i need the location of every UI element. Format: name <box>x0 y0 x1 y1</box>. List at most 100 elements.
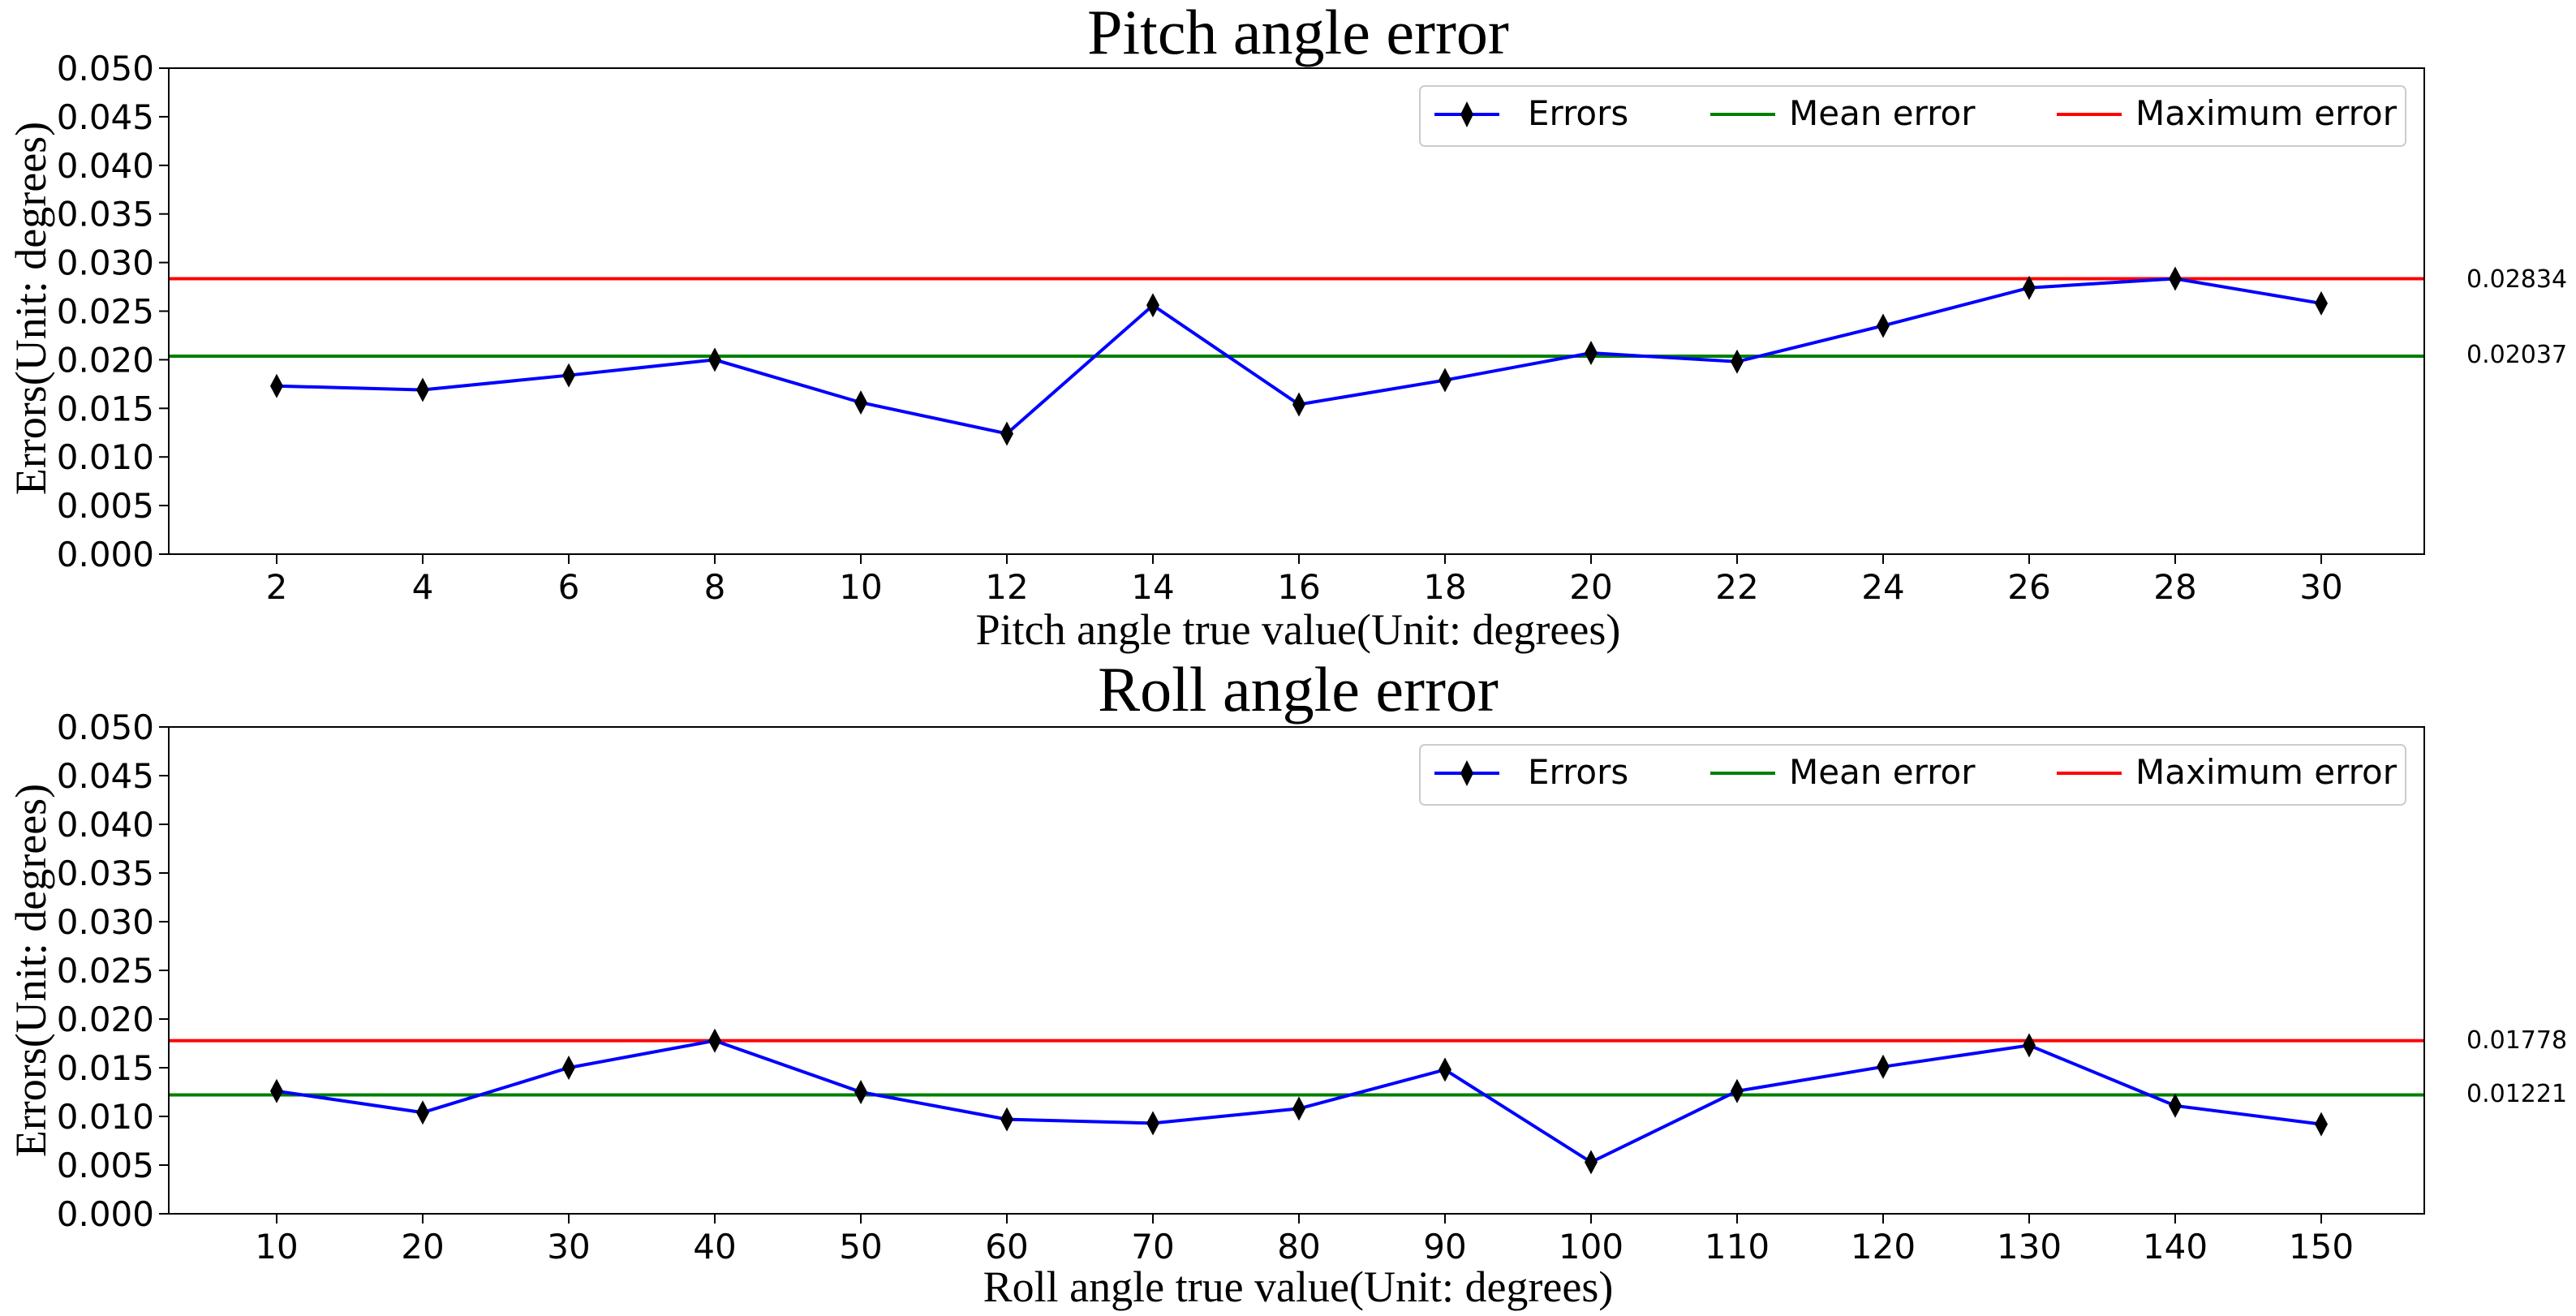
pitch-y-tick-label: 0.000 <box>57 535 154 574</box>
roll-y-tick-label: 0.030 <box>57 902 154 942</box>
pitch-x-tick-label: 8 <box>704 567 726 607</box>
roll-error-point <box>1731 1078 1744 1103</box>
roll-x-tick-label: 40 <box>693 1227 736 1267</box>
pitch-x-tick-label: 22 <box>1715 567 1758 607</box>
pitch-x-tick-label: 14 <box>1131 567 1174 607</box>
roll-error-point <box>1877 1054 1890 1079</box>
roll-x-tick-label: 80 <box>1277 1227 1320 1267</box>
roll-x-tick-label: 90 <box>1423 1227 1466 1267</box>
roll-x-tick-label: 110 <box>1705 1227 1770 1267</box>
pitch-y-tick-label: 0.020 <box>57 340 154 380</box>
pitch-error-point <box>1585 341 1598 366</box>
pitch-plot-area <box>169 266 2424 446</box>
roll-error-point <box>708 1028 721 1053</box>
pitch-mean-annotation: 0.02037 <box>2466 341 2567 369</box>
roll-y-tick-label: 0.050 <box>57 707 154 747</box>
roll-legend-mean-label: Mean error <box>1789 752 1976 792</box>
pitch-error-point <box>416 377 429 402</box>
pitch-x-tick-label: 20 <box>1569 567 1612 607</box>
roll-y-tick-label: 0.025 <box>57 951 154 991</box>
roll-y-tick-label: 0.040 <box>57 805 154 845</box>
pitch-y-tick-label: 0.015 <box>57 389 154 428</box>
pitch-error-point <box>2023 275 2036 300</box>
roll-x-tick-label: 150 <box>2289 1227 2354 1267</box>
pitch-y-tick-label: 0.035 <box>57 195 154 234</box>
roll-x-tick-label: 30 <box>547 1227 590 1267</box>
roll-error-point <box>1585 1150 1598 1175</box>
pitch-x-axis-label: Pitch angle true value(Unit: degrees) <box>976 605 1621 654</box>
pitch-error-point <box>1292 392 1305 417</box>
pitch-error-point <box>562 363 575 388</box>
roll-x-tick-label: 20 <box>401 1227 444 1267</box>
roll-x-tick-label: 60 <box>985 1227 1028 1267</box>
pitch-y-tick-label: 0.010 <box>57 437 154 477</box>
pitch-y-ticks: 0.000 0.005 0.010 0.015 0.020 0.025 0.030 0.035… <box>57 49 169 574</box>
roll-y-tick-label: 0.035 <box>57 854 154 893</box>
roll-x-tick-label: 120 <box>1851 1227 1916 1267</box>
roll-error-point <box>416 1100 429 1125</box>
roll-y-tick-label: 0.020 <box>57 1000 154 1039</box>
roll-error-point <box>2169 1093 2182 1118</box>
pitch-chart-title: Pitch angle error <box>1087 0 1509 67</box>
pitch-x-ticks: 2 4 6 8 10 12 14 16 18 20 22 24 26 28 30 <box>266 554 2343 607</box>
roll-error-point <box>1146 1111 1159 1136</box>
roll-max-annotation: 0.01778 <box>2466 1026 2567 1055</box>
pitch-y-tick-label: 0.045 <box>57 97 154 137</box>
pitch-x-tick-label: 24 <box>1861 567 1904 607</box>
roll-plot-area <box>169 1028 2424 1175</box>
roll-x-tick-label: 140 <box>2143 1227 2208 1267</box>
roll-x-tick-label: 100 <box>1559 1227 1623 1267</box>
roll-chart: Roll angle error Errors(Unit: degrees) R… <box>6 654 2567 1311</box>
roll-x-tick-label: 50 <box>839 1227 882 1267</box>
roll-y-tick-label: 0.015 <box>57 1048 154 1088</box>
pitch-max-annotation: 0.02834 <box>2466 265 2567 294</box>
pitch-error-point <box>1731 349 1744 374</box>
roll-y-ticks: 0.000 0.005 0.010 0.015 0.020 0.025 0.030 0.035… <box>57 707 169 1234</box>
pitch-y-tick-label: 0.050 <box>57 49 154 88</box>
pitch-x-tick-label: 26 <box>2007 567 2050 607</box>
roll-y-tick-label: 0.010 <box>57 1097 154 1137</box>
pitch-error-point <box>1439 368 1451 393</box>
roll-mean-annotation: 0.01221 <box>2466 1080 2567 1108</box>
pitch-axes-frame <box>168 67 2425 555</box>
pitch-error-point <box>854 390 867 415</box>
roll-error-point <box>1292 1096 1305 1121</box>
pitch-y-tick-label: 0.025 <box>57 292 154 332</box>
roll-y-tick-label: 0.000 <box>57 1194 154 1234</box>
roll-x-tick-label: 10 <box>255 1227 298 1267</box>
pitch-error-point <box>2315 290 2328 316</box>
pitch-error-point <box>1877 313 1890 338</box>
roll-legend: Errors Mean error Maximum error <box>1419 744 2406 806</box>
roll-x-tick-label: 130 <box>1997 1227 2062 1267</box>
pitch-y-tick-label: 0.040 <box>57 146 154 186</box>
pitch-error-point <box>2169 266 2182 291</box>
pitch-x-tick-label: 6 <box>558 567 580 607</box>
roll-legend-diamond-icon <box>1460 760 1473 786</box>
roll-error-point <box>1439 1057 1451 1082</box>
roll-axes-frame <box>168 726 2425 1215</box>
pitch-x-tick-label: 12 <box>985 567 1028 607</box>
pitch-legend-errors-label: Errors <box>1528 93 1628 133</box>
roll-legend-errors-label: Errors <box>1528 752 1628 792</box>
roll-error-point <box>2023 1033 2036 1058</box>
pitch-legend-diamond-icon <box>1460 101 1473 127</box>
pitch-legend-box <box>1419 85 2406 147</box>
roll-y-tick-label: 0.045 <box>57 756 154 796</box>
pitch-x-tick-label: 4 <box>412 567 434 607</box>
pitch-x-tick-label: 28 <box>2153 567 2196 607</box>
roll-error-point <box>270 1078 283 1103</box>
pitch-x-tick-label: 30 <box>2299 567 2342 607</box>
pitch-y-axis-label: Errors(Unit: degrees) <box>6 122 55 495</box>
pitch-x-tick-label: 2 <box>266 567 288 607</box>
roll-error-point <box>2315 1112 2328 1137</box>
pitch-legend-max-label: Maximum error <box>2135 93 2398 133</box>
roll-error-point <box>854 1080 867 1104</box>
roll-x-ticks: 10 20 30 40 50 60 70 80 90 100 110 120 130 140 150 <box>255 1214 2354 1267</box>
pitch-chart: Pitch angle error Errors(Unit: degrees) … <box>6 0 2567 654</box>
roll-x-tick-label: 70 <box>1131 1227 1174 1267</box>
pitch-y-tick-label: 0.030 <box>57 243 154 283</box>
roll-error-point <box>562 1056 575 1080</box>
pitch-legend-mean-label: Mean error <box>1789 93 1976 133</box>
pitch-error-point <box>1000 421 1013 446</box>
